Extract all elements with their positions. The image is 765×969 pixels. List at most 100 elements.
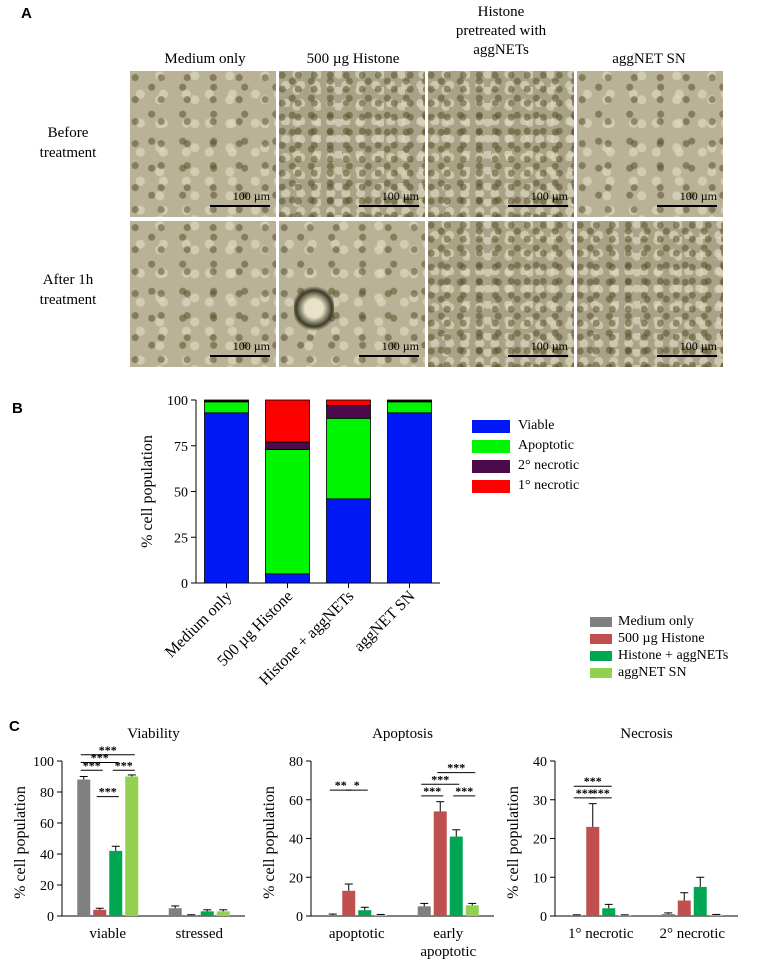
bar-apoptotic-500-g-histone	[342, 890, 356, 916]
scale-label: 100 µm	[232, 339, 270, 353]
y-axis-label: % cell population	[505, 786, 522, 899]
legend-item-histone-aggnets: Histone + aggNETs	[590, 647, 728, 664]
x-tick-label: stressed	[176, 926, 224, 942]
significance-label: ***	[115, 758, 133, 772]
panel-a-letter: A	[21, 5, 32, 22]
significance-label: **	[335, 778, 347, 792]
micrograph-aggnet-after: 100 µm	[577, 221, 723, 367]
row-header-before: Before treatment	[39, 125, 97, 161]
bar-1-necrotic-aggnet-sn	[618, 915, 632, 917]
scale-bar: 100 µm	[210, 339, 270, 357]
x-tick-label: apoptotic	[329, 926, 385, 942]
micrograph-histone-after: 100 µm	[279, 221, 425, 367]
bar-histone-aggnets-1-necrotic	[326, 399, 371, 406]
x-tick-label: aggNET SN	[351, 587, 419, 655]
bar-1-necrotic-medium-only	[570, 915, 584, 917]
column-header-aggnet-sn: aggNET SN	[612, 51, 686, 67]
scale-line	[210, 355, 270, 357]
scale-line	[657, 355, 717, 357]
bar-histone-aggnets-2-necrotic	[326, 405, 371, 419]
scale-bar: 100 µm	[359, 339, 419, 357]
bar-apoptotic-medium-only	[326, 915, 340, 916]
bar-medium-only-apoptotic	[204, 401, 249, 414]
scale-line	[210, 205, 270, 207]
legend-swatch	[472, 459, 510, 473]
legend-label: Medium only	[618, 613, 694, 629]
micrograph-medium-after: 100 µm	[130, 221, 276, 367]
legend-label: Viable	[518, 418, 555, 433]
legend-item-aggnet-sn: aggNET SN	[590, 664, 728, 681]
scale-label: 100 µm	[530, 189, 568, 203]
scale-bar: 100 µm	[657, 339, 717, 357]
bar-2-necrotic-500-g-histone	[677, 900, 691, 916]
bar-500-g-histone-viable	[265, 573, 310, 584]
chart-title: Necrosis	[620, 726, 673, 742]
scale-label: 100 µm	[381, 189, 419, 203]
legend-swatch	[590, 616, 612, 627]
legend-swatch	[472, 479, 510, 493]
significance-label: ***	[576, 786, 594, 800]
legend-label: Apoptotic	[518, 438, 574, 453]
scale-label: 100 µm	[679, 189, 717, 203]
bar-viable-aggnet-sn	[125, 776, 139, 916]
significance-label: ***	[99, 785, 117, 799]
legend-item-2-necrotic: 2° necrotic	[472, 456, 579, 476]
significance-label: ***	[455, 784, 473, 798]
y-tick-label: 20	[40, 879, 54, 894]
chart-apoptosis: Apoptosis 0 20 40 60 80 % cell population apopt…	[261, 726, 494, 960]
significance-label: ***	[584, 774, 602, 788]
y-tick-label: 0	[540, 910, 547, 925]
panel-b-letter: B	[12, 400, 23, 417]
significance-label: ***	[423, 784, 441, 798]
bar-aggnet-sn-apoptotic	[387, 401, 432, 414]
y-tick-label: 100	[167, 394, 188, 409]
micrograph-medium-before: 100 µm	[130, 71, 276, 217]
legend-b: Viable Apoptotic 2° necrotic 1° necrotic	[472, 416, 579, 496]
micrograph-histone-before: 100 µm	[279, 71, 425, 217]
y-axis-label: % cell population	[12, 786, 29, 899]
bar-histone-aggnets-apoptotic	[326, 417, 371, 500]
x-tick-label: apoptotic	[420, 944, 476, 960]
scale-bar: 100 µm	[359, 189, 419, 207]
significance-label: ***	[91, 751, 109, 765]
chart-title: Apoptosis	[372, 726, 433, 742]
x-tick-label: 2° necrotic	[659, 926, 725, 942]
y-tick-label: 40	[289, 833, 303, 848]
y-tick-label: 30	[533, 794, 547, 809]
legend-label: aggNET SN	[618, 664, 687, 680]
bar-viable-medium-only	[77, 779, 91, 916]
legend-swatch	[472, 439, 510, 453]
legend-c: Medium only 500 µg Histone Histone + aggNE…	[590, 613, 728, 681]
y-tick-label: 0	[296, 910, 303, 925]
legend-item-500-g-histone: 500 µg Histone	[590, 630, 728, 647]
bar-aggnet-sn-viable	[387, 412, 432, 584]
significance-label: ***	[592, 786, 610, 800]
y-tick-label: 0	[181, 577, 188, 592]
y-tick-label: 75	[174, 440, 188, 455]
legend-label: 1° necrotic	[518, 478, 580, 493]
y-axis-label: % cell population	[139, 435, 156, 548]
x-tick-label: 1° necrotic	[568, 926, 634, 942]
scale-line	[508, 205, 568, 207]
micrograph-aggnet-before: 100 µm	[577, 71, 723, 217]
bar-early-apoptotic-aggnet-sn	[465, 905, 479, 916]
row-header-after: After 1h treatment	[39, 272, 97, 308]
legend-swatch	[590, 650, 612, 661]
y-tick-label: 80	[40, 786, 54, 801]
bar-stressed-500-g-histone	[184, 915, 198, 917]
scale-line	[359, 205, 419, 207]
x-tick-label: early	[433, 926, 463, 942]
bar-stressed-histone-aggnets	[200, 911, 214, 916]
legend-label: 500 µg Histone	[618, 630, 705, 646]
significance-label: ***	[431, 772, 449, 786]
significance-label: ***	[83, 758, 101, 772]
y-tick-label: 10	[533, 871, 547, 886]
bar-2-necrotic-medium-only	[661, 914, 675, 916]
significance-label: *	[354, 778, 360, 792]
bar-500-g-histone-1-necrotic	[265, 399, 310, 443]
scale-line	[508, 355, 568, 357]
legend-item-apoptotic: Apoptotic	[472, 436, 579, 456]
scale-bar: 100 µm	[508, 339, 568, 357]
